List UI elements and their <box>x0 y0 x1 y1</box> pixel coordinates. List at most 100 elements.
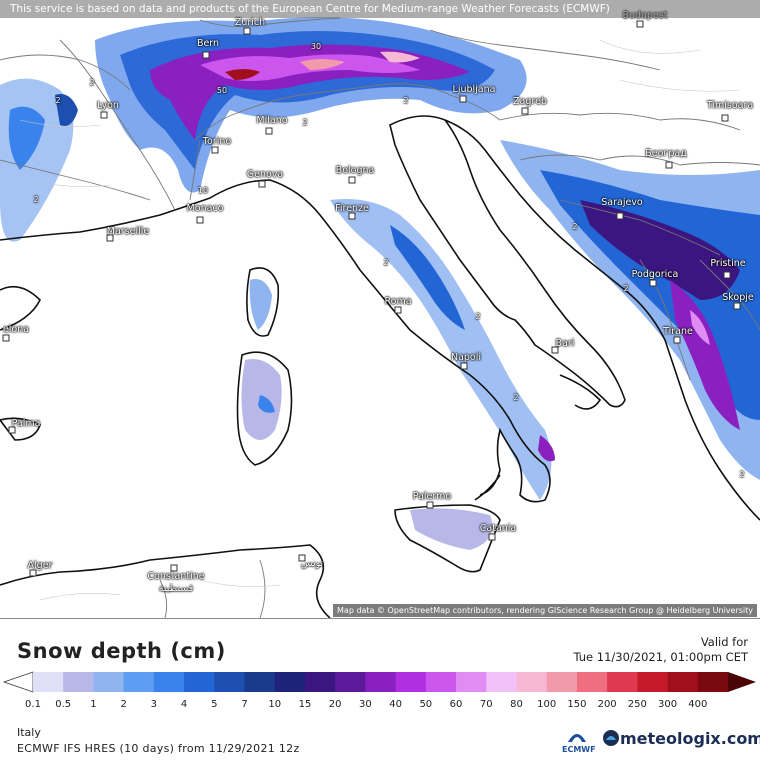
city-label-podgorica: Podgorica <box>631 269 679 280</box>
contour-label: 2 <box>302 118 308 127</box>
scale-swatch <box>244 672 276 692</box>
city-label-alger: Alger <box>27 560 53 571</box>
scale-swatch <box>274 672 306 692</box>
city-dot <box>616 212 624 220</box>
city-label-catania: Catania <box>479 523 517 534</box>
scale-swatch <box>516 672 548 692</box>
ecmwf-logo-icon <box>568 734 586 742</box>
scale-swatch <box>667 672 699 692</box>
contour-label: 2 <box>383 258 389 267</box>
city-dot <box>394 306 402 314</box>
city-dot <box>298 554 306 562</box>
city-dot <box>348 176 356 184</box>
city-label-palma: Palma <box>11 418 41 429</box>
city-label-napoli: Napoli <box>450 352 482 363</box>
city-dot <box>8 426 16 434</box>
city-label-constantine: Constantine <box>147 571 205 582</box>
valid-time: Tue 11/30/2021, 01:00pm CET <box>573 650 748 664</box>
scale-swatch <box>697 672 729 692</box>
contour-label: 2 <box>572 222 578 231</box>
city-label-beograd: Београд <box>645 148 687 159</box>
scale-tick-label: 20 <box>328 699 342 710</box>
city-dot <box>265 127 273 135</box>
model-info: ECMWF IFS HRES (10 days) from 11/29/2021… <box>17 742 300 755</box>
contour-label: 2 <box>89 78 95 87</box>
city-label-bari: Bari <box>555 338 575 349</box>
city-label-timisoara: Timisoara <box>706 100 754 111</box>
legend-panel: Snow depth (cm) Valid for Tue 11/30/2021… <box>0 618 760 761</box>
scale-tick-label: 40 <box>389 699 402 710</box>
ecmwf-notice: This service is based on data and produc… <box>0 0 760 18</box>
city-dot <box>459 95 467 103</box>
city-label-pristine: Pristine <box>710 258 746 269</box>
map-attribution[interactable]: Map data © OpenStreetMap contributors, r… <box>333 604 757 617</box>
coastlines <box>0 115 760 618</box>
scale-swatch <box>637 672 669 692</box>
scale-tick-label: 60 <box>449 699 463 710</box>
city-label-zagreb: Zagreb <box>513 96 547 107</box>
city-dot <box>723 271 731 279</box>
city-dot <box>106 234 114 242</box>
city-dot <box>426 501 434 509</box>
city-dot <box>488 533 496 541</box>
city-dot <box>721 114 729 122</box>
scale-tick-label: 400 <box>688 699 708 710</box>
city-dot <box>551 346 559 354</box>
city-dot <box>170 564 178 572</box>
scale-tick-label: 0.5 <box>55 699 72 710</box>
scale-tick-label: 10 <box>268 699 282 710</box>
city-label-roma: Roma <box>384 296 412 307</box>
scale-tick-label: 70 <box>479 699 493 710</box>
city-dot <box>211 146 219 154</box>
scale-swatch <box>395 672 427 692</box>
city-dot <box>636 20 644 28</box>
scale-tick-label: 5 <box>211 699 218 710</box>
contour-label: 2 <box>739 470 745 479</box>
scale-tick-label: 15 <box>298 699 312 710</box>
city-dot <box>29 569 37 577</box>
contour-label: 50 <box>216 86 228 95</box>
scale-tick-label: 50 <box>419 699 433 710</box>
scale-tick-label: 300 <box>658 699 678 710</box>
meteologix-logo-icon <box>603 730 619 746</box>
contour-label: 2 <box>403 96 409 105</box>
scale-tick-label: 2 <box>120 699 127 710</box>
city-label-lyon: Lyon <box>97 100 119 111</box>
scale-tick-label: 0.1 <box>25 699 41 710</box>
color-scale-bar <box>2 671 756 693</box>
contour-label: 30 <box>310 42 322 51</box>
city-label-zurich: Zurich <box>234 17 266 28</box>
contour-label: 2 <box>33 195 39 204</box>
scale-swatch <box>546 672 578 692</box>
scale-swatch <box>456 672 487 692</box>
legend-title: Snow depth (cm) <box>17 639 226 663</box>
city-label-marseille: Marseille <box>106 226 150 237</box>
scale-swatch <box>486 672 517 692</box>
ecmwf-label: ECMWF <box>562 745 596 754</box>
city-dot <box>460 362 468 370</box>
scale-swatch <box>33 672 64 692</box>
scale-swatch <box>304 672 336 692</box>
contour-label: 2 <box>623 284 629 293</box>
snow-depth-map[interactable]: 2 2 2 30 50 10 2 2 2 2 2 2 2 2 Zurich Bu… <box>0 0 760 618</box>
brand-logo[interactable]: meteologix.com <box>620 729 760 748</box>
scale-tick-label: 3 <box>150 699 158 710</box>
contour-label: 2 <box>475 312 481 321</box>
valid-label: Valid for <box>700 635 748 649</box>
city-dot <box>258 180 266 188</box>
scale-swatch <box>63 672 94 692</box>
snow-balkans <box>500 140 760 480</box>
scale-swatch <box>365 672 397 692</box>
city-dot <box>243 27 251 35</box>
city-dot <box>665 161 673 169</box>
city-dot <box>100 111 108 119</box>
scale-swatch <box>123 672 155 692</box>
city-label-tirane: Tirane <box>663 326 693 337</box>
scale-tick-label: 250 <box>627 699 647 710</box>
snow-alps <box>95 17 527 193</box>
scale-tick-label: 100 <box>537 699 557 710</box>
contour-label: 10 <box>197 186 209 195</box>
city-label-genova: Genova <box>246 169 284 180</box>
city-label-budapest: Budapest <box>622 10 668 21</box>
scale-swatch <box>153 672 185 692</box>
